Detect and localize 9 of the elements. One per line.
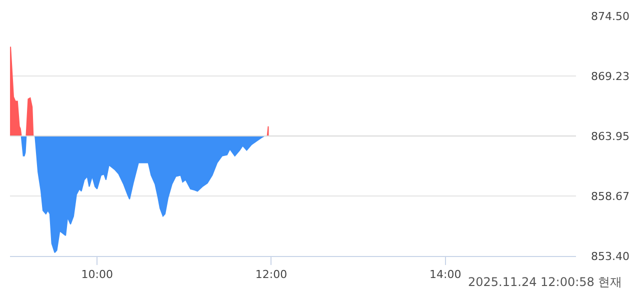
y-tick-label: 863.95 [591,130,630,143]
y-tick-label: 853.40 [591,250,630,263]
x-tick-label: 10:00 [81,268,113,282]
y-tick-label: 874.50 [591,10,630,23]
x-tick-label: 14:00 [430,268,462,282]
text: 2025.11.24 12:00:58 현재 [468,275,622,289]
x-tick-label: 12:00 [255,268,288,282]
y-tick-label: 858.67 [591,190,630,203]
y-tick-label: 869.23 [591,70,630,83]
